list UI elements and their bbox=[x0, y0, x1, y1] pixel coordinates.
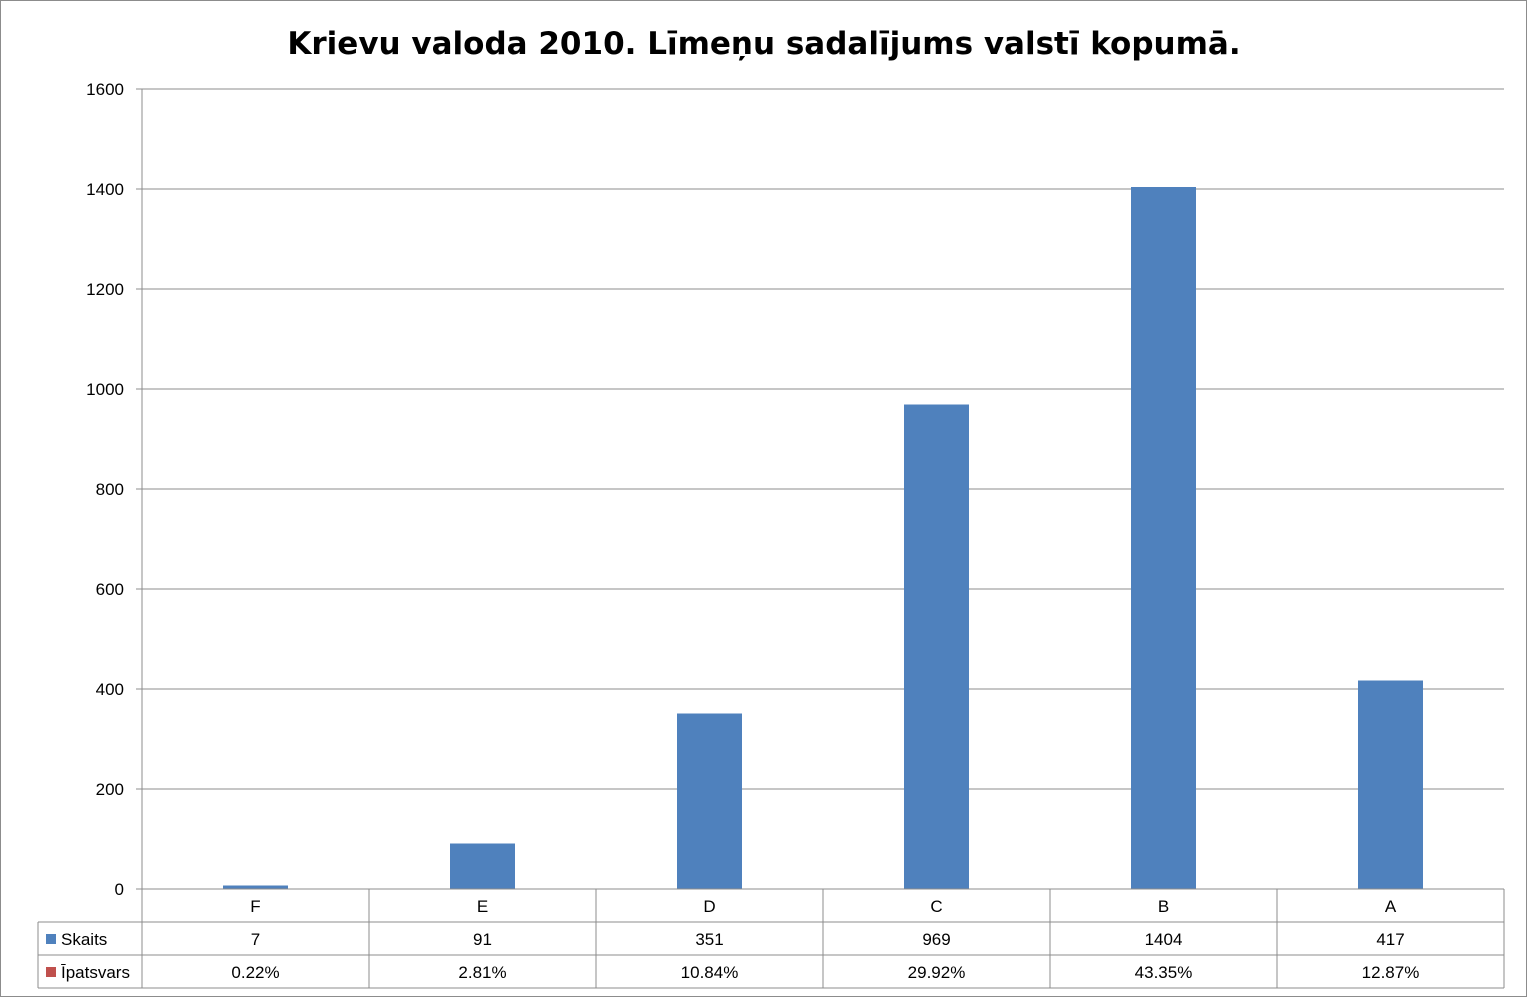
legend-swatch bbox=[46, 967, 56, 977]
table-cell-value: 2.81% bbox=[458, 963, 506, 982]
bar bbox=[677, 713, 742, 889]
y-tick-label: 1000 bbox=[86, 380, 124, 399]
y-tick-label: 0 bbox=[115, 880, 124, 899]
data-table: F E D C B A Skaits 7 91 351 969 1404 417 Īpatsvars 0.2… bbox=[37, 889, 1504, 989]
table-cell-value: 969 bbox=[922, 930, 950, 949]
legend-label: Īpatsvars bbox=[61, 963, 130, 982]
table-cell-value: 0.22% bbox=[231, 963, 279, 982]
table-cell-value: 351 bbox=[695, 930, 723, 949]
y-axis-ticks: 0 200 400 600 800 1000 1200 1400 1600 bbox=[86, 80, 142, 899]
table-cell-value: 12.87% bbox=[1362, 963, 1420, 982]
x-tick-label: F bbox=[250, 897, 260, 916]
bar bbox=[904, 404, 969, 889]
bars bbox=[223, 187, 1423, 889]
y-tick-label: 1600 bbox=[86, 80, 124, 99]
axes bbox=[141, 89, 1505, 988]
y-tick-label: 400 bbox=[96, 680, 124, 699]
table-cell-value: 10.84% bbox=[681, 963, 739, 982]
legend-label: Skaits bbox=[61, 930, 107, 949]
table-cell-value: 417 bbox=[1376, 930, 1404, 949]
y-tick-label: 800 bbox=[96, 480, 124, 499]
bar bbox=[223, 885, 288, 889]
gridlines bbox=[142, 88, 1504, 790]
x-tick-label: B bbox=[1158, 897, 1169, 916]
x-tick-label: E bbox=[477, 897, 488, 916]
y-tick-label: 200 bbox=[96, 780, 124, 799]
x-tick-label: C bbox=[930, 897, 942, 916]
bar bbox=[450, 843, 515, 889]
table-cell-value: 7 bbox=[251, 930, 260, 949]
x-tick-label: A bbox=[1385, 897, 1397, 916]
bar bbox=[1358, 680, 1423, 889]
bar bbox=[1131, 187, 1196, 889]
y-tick-label: 1400 bbox=[86, 180, 124, 199]
x-tick-label: D bbox=[703, 897, 715, 916]
table-cell-value: 1404 bbox=[1145, 930, 1183, 949]
y-tick-label: 1200 bbox=[86, 280, 124, 299]
table-cell-value: 29.92% bbox=[908, 963, 966, 982]
legend-swatch bbox=[46, 934, 56, 944]
chart-title: Krievu valoda 2010. Līmeņu sadalījums va… bbox=[287, 26, 1240, 62]
table-cell-value: 91 bbox=[473, 930, 492, 949]
table-cell-value: 43.35% bbox=[1135, 963, 1193, 982]
y-tick-label: 600 bbox=[96, 580, 124, 599]
